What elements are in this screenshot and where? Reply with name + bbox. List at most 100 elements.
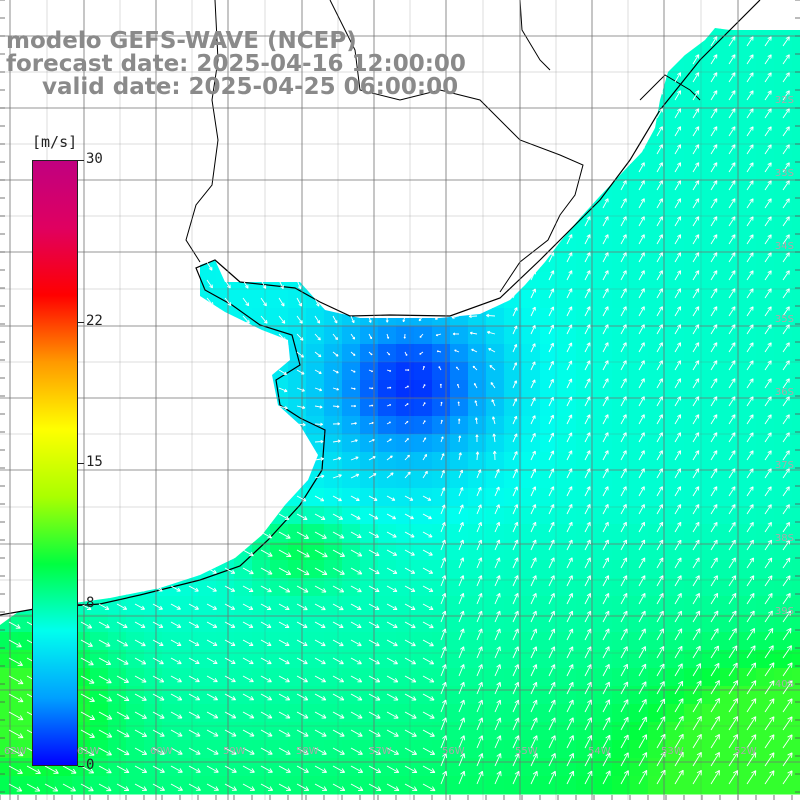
wind-cell [720, 488, 739, 507]
wind-cell [738, 56, 757, 75]
wind-cell [288, 146, 307, 165]
wind-arrow [99, 442, 108, 446]
wind-cell [756, 326, 775, 345]
wind-cell [558, 776, 577, 795]
wind-cell [414, 758, 433, 777]
wind-arrow [9, 586, 19, 591]
wind-arrow [486, 190, 495, 195]
wind-cell [594, 272, 613, 291]
wind-cell [216, 650, 235, 669]
wind-cell [36, 110, 55, 129]
wind-arrow [621, 55, 626, 64]
wind-cell [396, 470, 415, 489]
wind-cell [234, 488, 253, 507]
wind-cell [270, 146, 289, 165]
wind-cell [594, 38, 613, 57]
wind-cell [612, 56, 631, 75]
wind-arrow [487, 100, 495, 107]
wind-arrow [207, 316, 214, 323]
wind-cell [126, 146, 145, 165]
wind-cell [486, 200, 505, 219]
wind-cell [252, 344, 271, 363]
wind-cell [756, 200, 775, 219]
wind-arrow [81, 154, 85, 162]
wind-cell [558, 596, 577, 615]
wind-arrow [135, 460, 144, 463]
wind-cell [720, 326, 739, 345]
wind-cell [378, 614, 397, 633]
wind-cell [684, 362, 703, 381]
wind-cell [198, 218, 217, 237]
wind-cell [612, 452, 631, 471]
wind-cell [180, 398, 199, 417]
wind-cell [360, 650, 379, 669]
wind-cell [666, 344, 685, 363]
wind-cell [360, 578, 379, 597]
wind-arrow [513, 55, 518, 64]
wind-arrow [400, 100, 405, 109]
wind-cell [558, 110, 577, 129]
wind-cell [108, 290, 127, 309]
wind-cell [342, 470, 361, 489]
wind-cell [162, 632, 181, 651]
wind-cell [522, 470, 541, 489]
wind-cell [144, 470, 163, 489]
wind-cell [486, 398, 505, 417]
wind-cell [486, 344, 505, 363]
wind-cell [270, 344, 289, 363]
wind-cell [414, 380, 433, 399]
wind-arrow [225, 424, 234, 427]
wind-cell [738, 452, 757, 471]
wind-cell [468, 632, 487, 651]
wind-cell [216, 380, 235, 399]
colorbar-tick-mark [78, 766, 84, 767]
wind-cell [306, 704, 325, 723]
wind-cell [324, 110, 343, 129]
wind-cell [594, 146, 613, 165]
wind-arrow [171, 190, 175, 199]
wind-arrow [153, 424, 162, 428]
wind-arrow [418, 280, 423, 287]
wind-cell [126, 182, 145, 201]
wind-arrow [261, 459, 271, 462]
wind-cell [90, 614, 109, 633]
wind-arrow [351, 298, 354, 306]
wind-cell [216, 182, 235, 201]
wind-cell [558, 344, 577, 363]
wind-arrow [513, 109, 518, 118]
wind-cell [684, 56, 703, 75]
wind-arrow [296, 208, 299, 218]
wind-cell [396, 362, 415, 381]
wind-cell [198, 776, 217, 795]
wind-cell [144, 488, 163, 507]
wind-cell [540, 524, 559, 543]
wind-cell [612, 218, 631, 237]
wind-cell [432, 452, 451, 471]
wind-arrow [81, 406, 89, 410]
wind-cell [540, 614, 559, 633]
wind-cell [162, 434, 181, 453]
wind-cell [252, 128, 271, 147]
wind-cell [558, 560, 577, 579]
wind-cell [324, 668, 343, 687]
wind-cell [360, 542, 379, 561]
wind-cell [252, 722, 271, 741]
wind-cell [738, 74, 757, 93]
wind-cell [270, 668, 289, 687]
wind-cell [324, 578, 343, 597]
wind-cell [252, 218, 271, 237]
wind-arrow [434, 280, 441, 286]
wind-arrow [585, 145, 590, 154]
wind-cell [738, 326, 757, 345]
wind-cell [126, 632, 145, 651]
wind-cell [432, 650, 451, 669]
wind-cell [216, 542, 235, 561]
wind-arrow [117, 334, 124, 340]
wind-arrow [549, 55, 554, 64]
wind-arrow [171, 262, 176, 270]
wind-cell [270, 578, 289, 597]
wind-cell [90, 542, 109, 561]
wind-cell [180, 254, 199, 273]
wind-cell [702, 434, 721, 453]
wind-arrow [207, 406, 216, 410]
